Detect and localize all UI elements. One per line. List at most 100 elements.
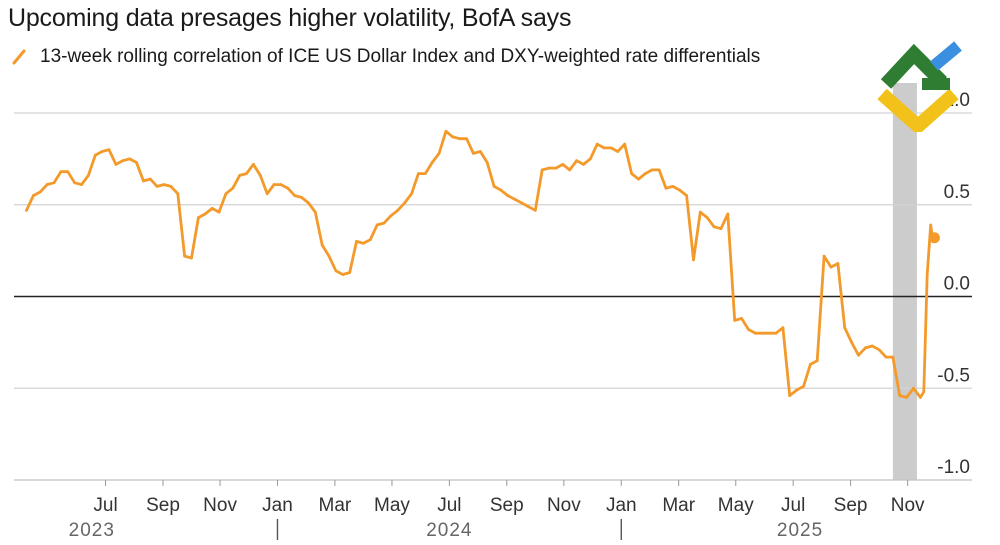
data-point [547, 166, 551, 170]
data-point [857, 353, 860, 357]
x-tick-label: Jul [781, 495, 805, 516]
data-point [190, 256, 193, 260]
data-point [616, 150, 620, 153]
x-tick-label: Nov [547, 495, 581, 516]
data-point [279, 183, 283, 186]
data-point [905, 396, 909, 399]
data-point [815, 359, 819, 363]
data-point [437, 151, 441, 155]
data-point [444, 129, 448, 133]
shaded-region [892, 83, 917, 480]
data-point [478, 150, 482, 153]
y-tick-label: 0.5 [944, 182, 970, 203]
data-point [520, 201, 523, 205]
data-point [59, 170, 63, 174]
x-tick-label: Nov [203, 495, 237, 516]
data-point [375, 223, 379, 227]
year-label: 2023 [69, 520, 115, 541]
data-point [719, 227, 723, 231]
data-point [485, 161, 489, 164]
end-marker [928, 232, 940, 244]
y-tick-label: -0.5 [937, 365, 970, 386]
data-point [389, 214, 393, 218]
data-point [410, 192, 413, 196]
data-point [753, 331, 757, 335]
data-point [341, 273, 345, 276]
data-point [774, 331, 778, 335]
legend: 13-week rolling correlation of ICE US Do… [10, 46, 760, 68]
data-point [245, 172, 248, 175]
data-point [630, 172, 633, 175]
data-point [465, 137, 468, 141]
legend-label: 13-week rolling correlation of ICE US Do… [40, 46, 761, 67]
data-point [898, 394, 902, 397]
data-point [513, 197, 517, 201]
data-point [602, 146, 606, 150]
data-point [52, 181, 56, 185]
data-point [100, 150, 104, 153]
data-point [712, 225, 716, 229]
data-point [733, 318, 737, 322]
data-point [403, 201, 407, 205]
data-point [891, 355, 895, 359]
x-tick-label: Sep [490, 495, 524, 516]
data-point [918, 396, 922, 399]
data-point [148, 177, 152, 181]
data-point [863, 346, 867, 350]
data-point [293, 194, 297, 197]
data-point [657, 168, 661, 172]
data-point [224, 192, 228, 196]
data-point [423, 172, 427, 175]
data-point [575, 159, 578, 163]
data-point [203, 212, 207, 216]
data-point [334, 269, 338, 273]
data-point [417, 172, 420, 175]
data-point [726, 212, 730, 216]
data-point [80, 183, 83, 186]
data-point [685, 194, 688, 197]
x-tick-label: Jan [606, 495, 637, 516]
watermark-logo [877, 41, 962, 132]
data-point [451, 135, 455, 139]
data-point [829, 265, 833, 269]
data-point [38, 190, 42, 194]
data-point [698, 210, 702, 214]
data-point [506, 194, 510, 197]
data-point [795, 388, 799, 392]
data-point [327, 254, 331, 258]
x-tick-label: Nov [891, 495, 925, 516]
data-point [300, 196, 303, 199]
data-point [595, 142, 599, 146]
data-point [73, 181, 77, 185]
data-point [671, 185, 675, 188]
data-point [843, 326, 847, 330]
data-point [382, 221, 386, 225]
x-tick-label: Jul [437, 495, 461, 516]
data-point [561, 162, 565, 166]
data-point [884, 355, 888, 359]
data-point [492, 185, 496, 188]
data-point [458, 137, 462, 141]
data-point [31, 194, 35, 197]
data-point [368, 238, 372, 242]
data-point [609, 146, 613, 150]
x-tick-label: Jan [262, 495, 293, 516]
data-point [692, 258, 695, 262]
data-point [169, 185, 173, 188]
data-point [196, 216, 200, 219]
data-point [162, 183, 166, 186]
data-point [870, 344, 874, 348]
data-point [307, 201, 310, 205]
data-point [664, 186, 668, 190]
data-point [650, 168, 654, 172]
data-point [45, 183, 49, 186]
data-point [527, 205, 530, 208]
year-label: 2024 [426, 520, 472, 541]
data-point [540, 168, 544, 172]
x-tick-label: Sep [146, 495, 180, 516]
y-tick-label: -1.0 [937, 457, 970, 478]
data-point [588, 157, 592, 161]
data-point [637, 177, 640, 181]
data-point [912, 386, 915, 390]
